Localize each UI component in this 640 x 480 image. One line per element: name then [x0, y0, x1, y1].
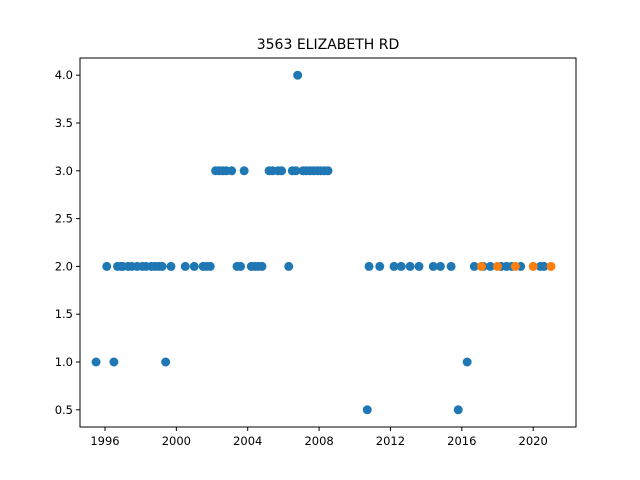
- data-point-series-1: [257, 261, 267, 271]
- data-point-series-1: [362, 405, 372, 415]
- data-point-series-2: [510, 261, 520, 271]
- data-point-series-1: [189, 261, 199, 271]
- x-tick-label: 2000: [162, 434, 191, 448]
- data-point-series-1: [485, 261, 495, 271]
- data-point-series-1: [469, 261, 479, 271]
- data-point-series-1: [180, 261, 190, 271]
- data-point-series-1: [205, 261, 215, 271]
- data-point-series-1: [323, 166, 333, 176]
- y-tick-label: 3.5: [55, 116, 73, 130]
- y-tick-label: 4.0: [55, 68, 73, 82]
- data-point-series-1: [428, 261, 438, 271]
- y-tick-label: 1.5: [55, 307, 73, 321]
- x-tick-label: 2008: [304, 434, 333, 448]
- data-point-series-1: [157, 261, 167, 271]
- data-point-series-1: [166, 261, 176, 271]
- x-axis: 1996 2000 2004 2008 2012 2016 2020: [90, 427, 548, 448]
- data-point-series-1: [239, 166, 249, 176]
- data-point-series-1: [375, 261, 385, 271]
- data-point-series-1: [446, 261, 456, 271]
- y-tick-label: 1.0: [55, 355, 73, 369]
- data-point-series-1: [539, 261, 549, 271]
- data-point-series-2: [546, 261, 556, 271]
- x-tick-label: 2012: [376, 434, 405, 448]
- data-point-series-1: [462, 357, 472, 367]
- y-tick-label: 2.5: [55, 212, 73, 226]
- data-point-series-1: [389, 261, 399, 271]
- data-point-series-1: [293, 70, 303, 80]
- data-point-series-2: [476, 261, 486, 271]
- data-point-series-1: [102, 261, 112, 271]
- data-point-series-1: [435, 261, 445, 271]
- data-point-series-1: [364, 261, 374, 271]
- data-point-series-1: [277, 166, 287, 176]
- data-points: [91, 70, 556, 415]
- data-point-series-1: [453, 405, 463, 415]
- data-point-series-2: [528, 261, 538, 271]
- x-tick-label: 1996: [90, 434, 119, 448]
- data-point-series-1: [236, 261, 246, 271]
- x-tick-label: 2016: [447, 434, 476, 448]
- plot-frame: [79, 57, 577, 428]
- data-point-series-2: [492, 261, 502, 271]
- y-tick-label: 2.0: [55, 259, 73, 273]
- y-tick-label: 3.0: [55, 164, 73, 178]
- data-point-series-1: [109, 357, 119, 367]
- y-axis: 0.5 1.0 1.5 2.0 2.5 3.0 3.5 4.0: [55, 68, 80, 417]
- data-point-series-1: [405, 261, 415, 271]
- y-tick-label: 0.5: [55, 403, 73, 417]
- data-point-series-1: [396, 261, 406, 271]
- x-tick-label: 2020: [519, 434, 548, 448]
- data-point-series-1: [414, 261, 424, 271]
- x-tick-label: 2004: [233, 434, 262, 448]
- chart-title: 3563 ELIZABETH RD: [257, 37, 400, 53]
- data-point-series-1: [284, 261, 294, 271]
- data-point-series-1: [227, 166, 237, 176]
- data-point-series-1: [161, 357, 171, 367]
- data-point-series-1: [291, 166, 301, 176]
- data-point-series-1: [91, 357, 101, 367]
